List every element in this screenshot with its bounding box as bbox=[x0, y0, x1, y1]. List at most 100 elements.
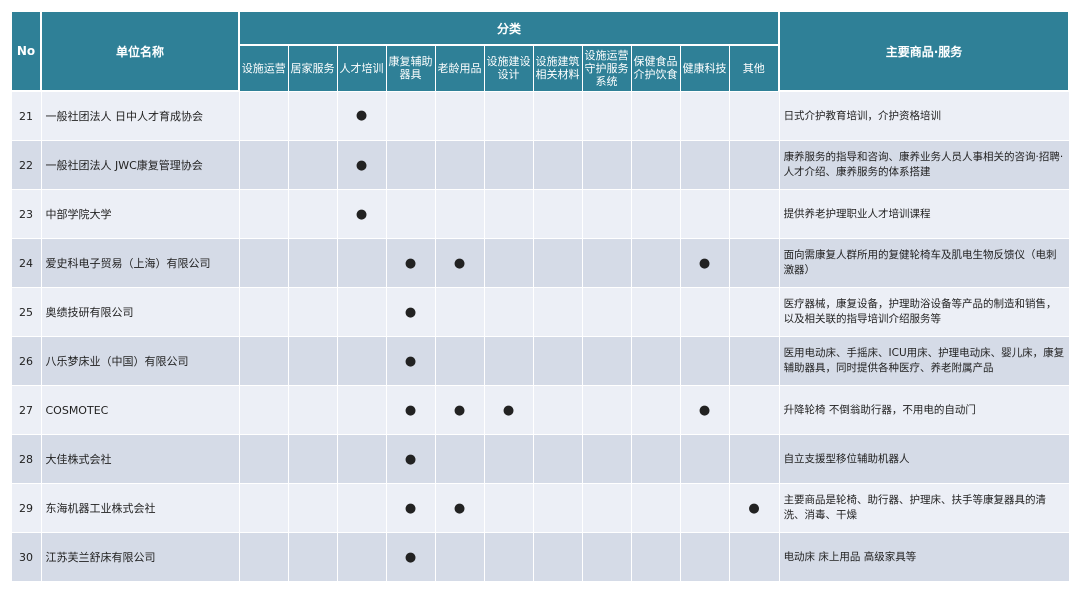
header-category-item: 老龄用品 bbox=[434, 44, 485, 92]
category-cell bbox=[336, 238, 387, 288]
category-cell bbox=[630, 238, 681, 288]
category-cell: ● bbox=[679, 238, 730, 288]
dot-icon: ● bbox=[698, 402, 711, 418]
main-products: 提供养老护理职业人才培训课程 bbox=[778, 189, 1070, 239]
category-cell: ● bbox=[728, 483, 780, 533]
category-cell bbox=[630, 189, 681, 239]
category-cell bbox=[581, 189, 632, 239]
header-category-item: 人才培训 bbox=[336, 44, 387, 92]
category-cell bbox=[336, 483, 387, 533]
category-cell bbox=[238, 287, 289, 337]
category-cell bbox=[434, 287, 485, 337]
category-cell bbox=[532, 140, 583, 190]
main-products: 电动床 床上用品 高级家具等 bbox=[778, 532, 1070, 582]
dot-icon: ● bbox=[698, 255, 711, 271]
category-cell bbox=[336, 532, 387, 582]
category-cell bbox=[287, 434, 338, 484]
header-category-item: 设施运营守护服务系统 bbox=[581, 44, 632, 92]
dot-icon: ● bbox=[748, 500, 760, 516]
category-cell bbox=[532, 532, 583, 582]
category-cell: ● bbox=[434, 238, 485, 288]
company-name: 八乐梦床业（中国）有限公司 bbox=[40, 336, 240, 386]
dot-icon: ● bbox=[453, 402, 466, 418]
company-name: 一般社团法人 日中人才育成协会 bbox=[40, 90, 240, 141]
header-category-item: 设施建筑相关材料 bbox=[532, 44, 583, 92]
category-cell bbox=[630, 532, 681, 582]
category-cell bbox=[581, 532, 632, 582]
category-cell bbox=[728, 189, 780, 239]
category-cell: ● bbox=[385, 434, 436, 484]
category-cell bbox=[483, 336, 534, 386]
header-category-item: 设施建设设计 bbox=[483, 44, 534, 92]
header-no: No bbox=[10, 10, 42, 92]
header-category-item: 居家服务 bbox=[287, 44, 338, 92]
category-cell bbox=[287, 483, 338, 533]
category-cell: ● bbox=[385, 287, 436, 337]
dot-icon: ● bbox=[453, 255, 466, 271]
header-category-item: 康复辅助器具 bbox=[385, 44, 436, 92]
category-cell bbox=[679, 140, 730, 190]
category-cell bbox=[483, 90, 534, 141]
category-cell bbox=[287, 189, 338, 239]
table-row: 26 八乐梦床业（中国）有限公司 ● 医用电动床、手摇床、ICU用床、护理电动床、婴儿… bbox=[10, 336, 1070, 386]
category-cell: ● bbox=[385, 238, 436, 288]
category-cell bbox=[581, 90, 632, 141]
category-cell bbox=[483, 238, 534, 288]
header-category: 分类 bbox=[237, 10, 781, 46]
category-cell bbox=[287, 238, 338, 288]
row-number: 23 bbox=[10, 189, 42, 239]
category-cell: ● bbox=[679, 385, 730, 435]
category-cell bbox=[238, 189, 289, 239]
category-cell bbox=[532, 90, 583, 141]
dot-icon: ● bbox=[453, 500, 466, 516]
table-row: 23 中部学院大学 ● 提供养老护理职业人才培训课程 bbox=[10, 189, 1070, 239]
category-cell: ● bbox=[385, 385, 436, 435]
row-number: 25 bbox=[10, 287, 42, 337]
row-number: 27 bbox=[10, 385, 42, 435]
category-cell bbox=[630, 434, 681, 484]
table-row: 24 爱史科电子贸易（上海）有限公司 ● ● ● 面向需康复人群所用的复健轮椅车及肌电生物… bbox=[10, 238, 1070, 288]
category-cell bbox=[728, 434, 780, 484]
category-cell bbox=[532, 434, 583, 484]
dot-icon: ● bbox=[404, 549, 417, 565]
category-cell bbox=[679, 189, 730, 239]
table-row: 27 COSMOTEC ● ● ● ● 升降轮椅 不倒翁助行器，不用电的自动门 bbox=[10, 385, 1070, 435]
category-cell bbox=[532, 189, 583, 239]
dot-icon: ● bbox=[404, 353, 417, 369]
category-cell bbox=[728, 336, 780, 386]
category-cell: ● bbox=[483, 385, 534, 435]
company-table: No 单位名称 分类 主要商品·服务 设施运营 居家服务 人才培训 康复辅助器具 老龄用… bbox=[10, 10, 1070, 582]
header-main: 主要商品·服务 bbox=[778, 10, 1070, 92]
category-cell: ● bbox=[434, 385, 485, 435]
category-cell bbox=[532, 238, 583, 288]
category-cell bbox=[238, 385, 289, 435]
category-cell bbox=[336, 434, 387, 484]
category-cell bbox=[581, 385, 632, 435]
company-name: 奥绩技研有限公司 bbox=[40, 287, 240, 337]
table-row: 21 一般社团法人 日中人才育成协会 ● 日式介护教育培训，介护资格培训 bbox=[10, 90, 1070, 141]
category-cell bbox=[532, 385, 583, 435]
dot-icon: ● bbox=[355, 108, 368, 124]
category-cell bbox=[238, 140, 289, 190]
category-cell: ● bbox=[336, 90, 387, 141]
row-number: 24 bbox=[10, 238, 42, 288]
category-cell bbox=[434, 532, 485, 582]
category-cell bbox=[581, 287, 632, 337]
main-products: 医疗器械，康复设备，护理助浴设备等产品的制造和销售，以及相关联的指导培训介绍服务… bbox=[778, 287, 1070, 337]
category-cell bbox=[581, 238, 632, 288]
category-cell bbox=[581, 140, 632, 190]
row-number: 28 bbox=[10, 434, 42, 484]
header-category-item: 其他 bbox=[728, 44, 780, 92]
category-cell bbox=[434, 189, 485, 239]
category-cell bbox=[238, 434, 289, 484]
dot-icon: ● bbox=[355, 157, 368, 173]
dot-icon: ● bbox=[404, 402, 417, 418]
table-row: 30 江苏芙兰舒床有限公司 ● 电动床 床上用品 高级家具等 bbox=[10, 532, 1070, 582]
main-products: 面向需康复人群所用的复健轮椅车及肌电生物反馈仪（电刺激器） bbox=[778, 238, 1070, 288]
category-cell bbox=[630, 385, 681, 435]
header-category-item: 保健食品介护饮食 bbox=[630, 44, 681, 92]
row-number: 29 bbox=[10, 483, 42, 533]
category-cell bbox=[630, 90, 681, 141]
category-cell: ● bbox=[385, 483, 436, 533]
main-products: 自立支援型移位辅助机器人 bbox=[778, 434, 1070, 484]
